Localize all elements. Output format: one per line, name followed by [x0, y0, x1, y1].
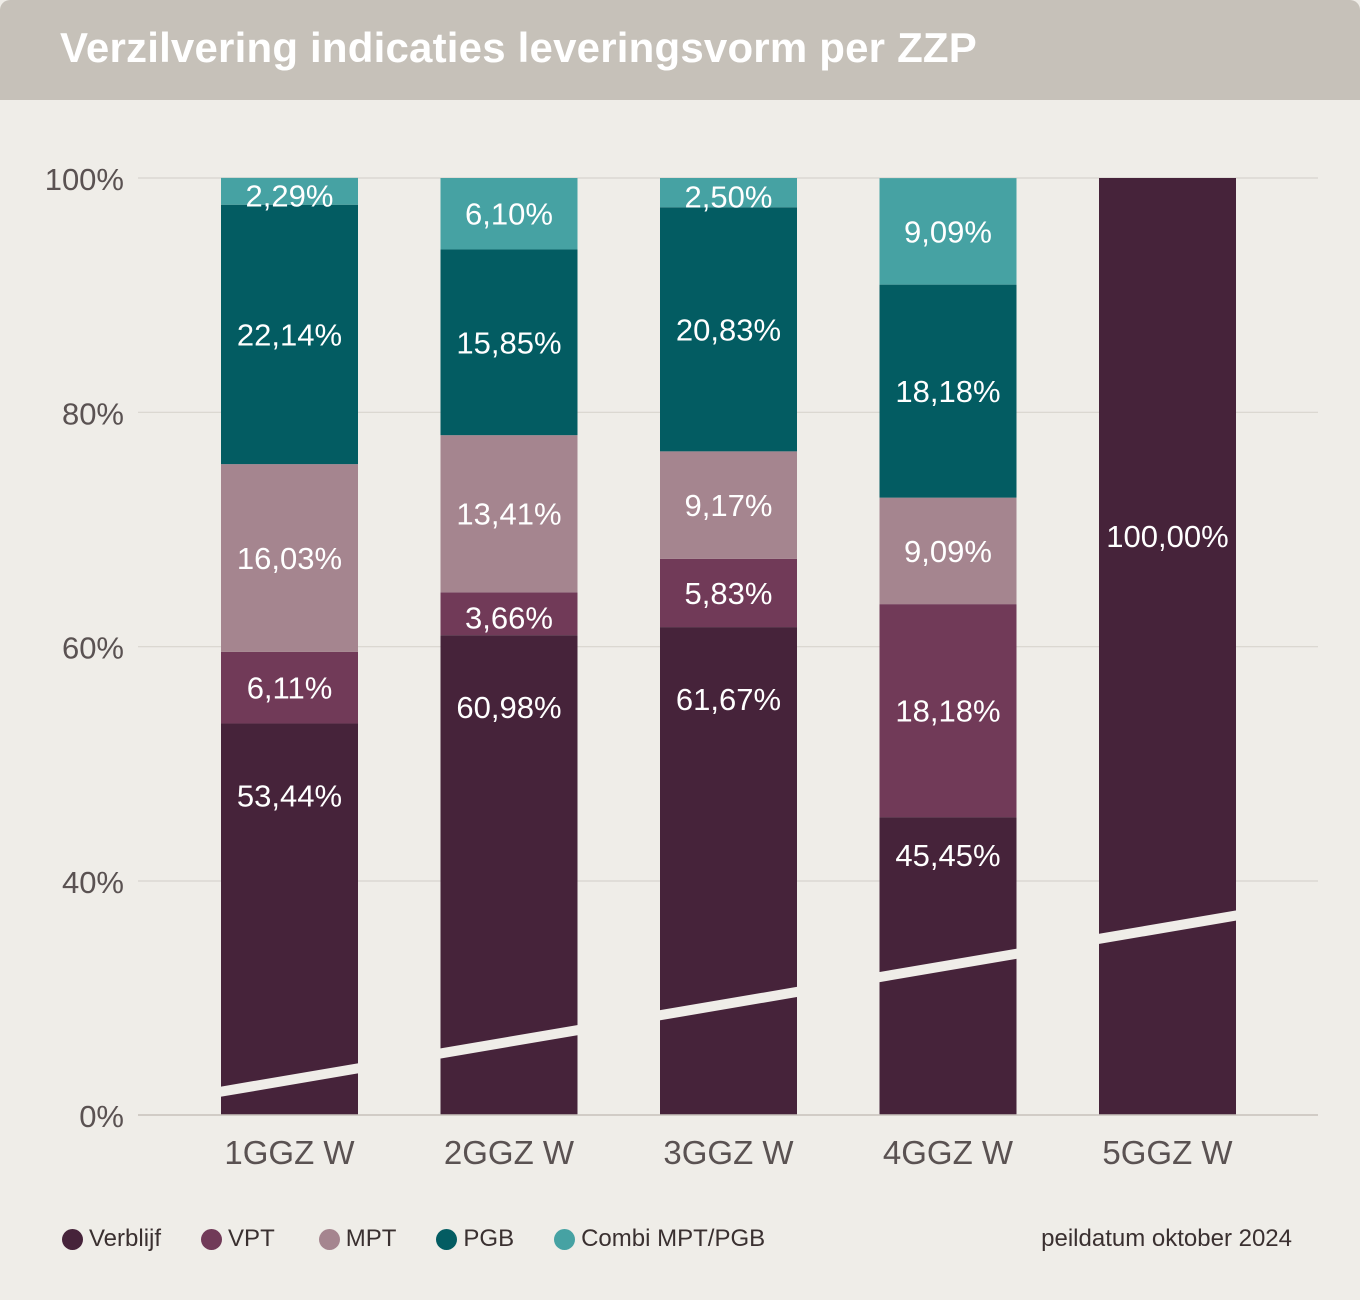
- bar-segment: [660, 451, 797, 559]
- data-label: 18,18%: [895, 374, 1000, 409]
- legend-swatch: [554, 1228, 576, 1250]
- axis-break-mark: [437, 1024, 581, 1059]
- legend-swatch: [318, 1228, 340, 1250]
- legend-item: VPT: [201, 1225, 275, 1253]
- x-tick-label: 2GGZ W: [444, 1134, 575, 1171]
- y-tick-label: 60%: [62, 631, 124, 666]
- data-label: 22,14%: [237, 317, 342, 352]
- legend-item: MPT: [318, 1225, 397, 1253]
- bar-segment: [879, 284, 1017, 498]
- axis-break-mark: [657, 986, 800, 1021]
- data-label: 15,85%: [456, 325, 561, 360]
- header-bar: Verzilvering indicaties leveringsvorm pe…: [0, 0, 1360, 100]
- data-label: 6,11%: [247, 671, 333, 706]
- data-label: 16,03%: [237, 541, 342, 576]
- bar-segment: [221, 723, 358, 1115]
- bar-segment: [440, 592, 578, 636]
- data-label: 18,18%: [895, 694, 1000, 729]
- data-label: 9,09%: [904, 214, 992, 249]
- y-tick-label: 80%: [62, 396, 124, 431]
- data-label: 45,45%: [895, 838, 1000, 873]
- bar-segment: [440, 435, 578, 593]
- legend-swatch: [62, 1228, 83, 1250]
- data-label: 60,98%: [456, 690, 561, 725]
- data-label: 6,10%: [465, 197, 553, 232]
- data-label: 9,17%: [685, 488, 773, 523]
- data-label: 20,83%: [676, 312, 781, 347]
- axis-break-mark: [218, 1063, 361, 1097]
- data-label: 5,83%: [685, 576, 773, 611]
- bar-segment: [879, 604, 1017, 818]
- legend: Verblijf VPT MPT PGB Combi MPT/PGB: [62, 1222, 805, 1256]
- date-note: peildatum oktober 2024: [1041, 1225, 1292, 1252]
- legend-item: PGB: [436, 1225, 514, 1253]
- bar-segment: [660, 178, 797, 208]
- legend-label: VPT: [228, 1225, 275, 1252]
- x-tick-label: 1GGZ W: [224, 1134, 355, 1171]
- data-label: 61,67%: [676, 682, 781, 717]
- bar-segment: [660, 207, 797, 452]
- x-tick-label: 5GGZ W: [1102, 1134, 1233, 1171]
- bar-segment: [660, 558, 797, 628]
- data-label: 3,66%: [465, 601, 553, 636]
- bar-segment: [879, 497, 1017, 605]
- legend-label: Combi MPT/PGB: [581, 1225, 766, 1252]
- data-label: 9,09%: [904, 534, 992, 569]
- legend-label: Verblijf: [89, 1225, 162, 1252]
- axis-break-mark: [876, 948, 1020, 983]
- bar-segment: [440, 178, 578, 250]
- x-tick-label: 3GGZ W: [663, 1134, 794, 1171]
- y-tick-label: 40%: [62, 865, 124, 900]
- legend-item: Combi MPT/PGB: [554, 1225, 765, 1253]
- data-label: 2,50%: [685, 180, 773, 215]
- legend-swatch: [436, 1228, 458, 1250]
- data-label: 53,44%: [237, 779, 342, 814]
- y-tick-label: 100%: [45, 162, 124, 197]
- data-label: 13,41%: [456, 497, 561, 532]
- axis-break-mark: [1096, 910, 1239, 945]
- x-tick-label: 4GGZ W: [883, 1134, 1014, 1171]
- legend-label: PGB: [463, 1225, 515, 1252]
- y-tick-label: 0%: [79, 1099, 124, 1134]
- bar-segment: [660, 627, 797, 1115]
- chart-title: Verzilvering indicaties leveringsvorm pe…: [60, 24, 978, 71]
- legend-item: Verblijf: [62, 1225, 161, 1253]
- legend-swatch: [201, 1228, 223, 1250]
- bar-segment: [221, 177, 358, 205]
- legend-label: MPT: [345, 1225, 397, 1252]
- bar-segment: [221, 204, 358, 465]
- bar-segment: [1099, 178, 1236, 1115]
- bar-segment: [221, 651, 358, 724]
- bar-segment: [879, 178, 1017, 285]
- data-label: 100,00%: [1106, 519, 1228, 554]
- data-label: 2,29%: [246, 178, 334, 213]
- bar-segment: [440, 249, 578, 436]
- bar-segment: [221, 464, 358, 652]
